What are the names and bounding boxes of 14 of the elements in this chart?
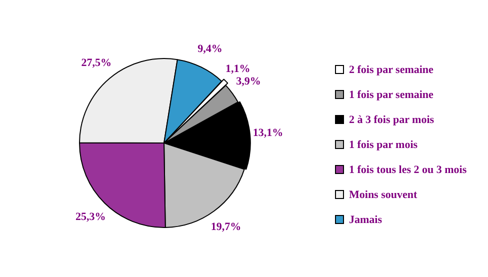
data-label: 9,4% bbox=[198, 42, 222, 55]
legend-label: 2 fois par semaine bbox=[349, 64, 434, 76]
legend-label: 1 fois tous les 2 ou 3 mois bbox=[349, 164, 467, 176]
data-label: 3,9% bbox=[236, 75, 261, 88]
data-label: 19,7% bbox=[210, 220, 242, 233]
legend-label: 1 fois par semaine bbox=[349, 88, 434, 100]
legend-label: 2 à 3 fois par mois bbox=[349, 114, 434, 126]
data-label: 13,1% bbox=[252, 126, 284, 139]
legend-label: Moins souvent bbox=[349, 188, 418, 200]
legend-label: Jamais bbox=[349, 214, 382, 226]
legend-label: 1 fois par mois bbox=[349, 138, 418, 150]
data-label: 1,1% bbox=[225, 62, 250, 75]
data-label: 27,5% bbox=[81, 57, 112, 70]
data-label: 25,3% bbox=[75, 211, 106, 224]
